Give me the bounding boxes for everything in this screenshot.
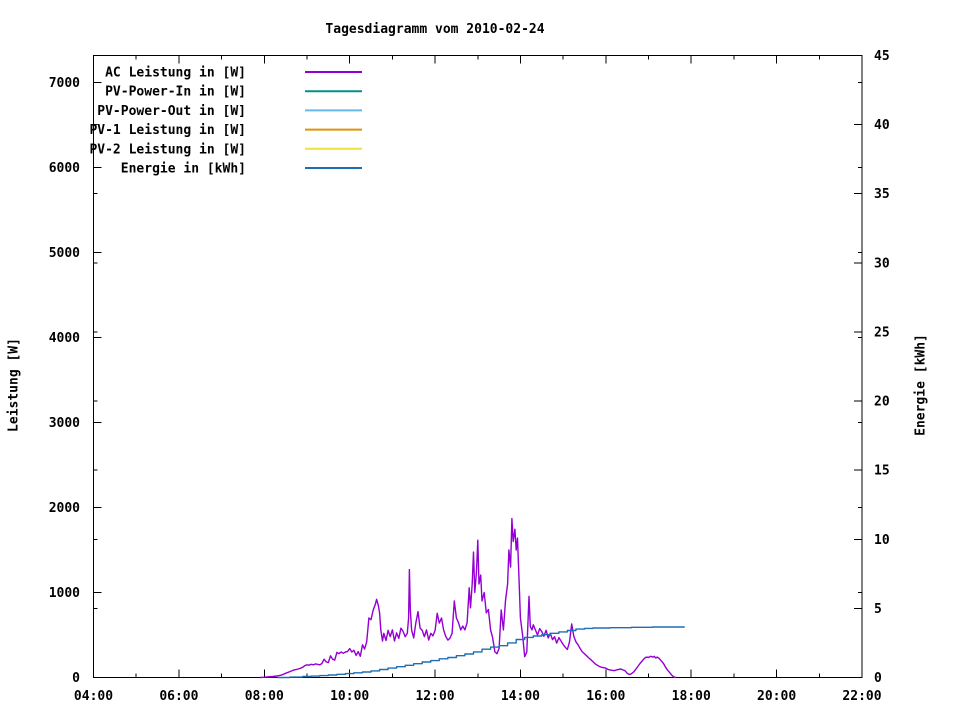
x-tick-label: 06:00	[159, 689, 198, 704]
x-tick-label: 22:00	[842, 689, 881, 704]
y1-tick-label: 6000	[49, 161, 80, 176]
legend-label: AC Leistung in [W]	[105, 66, 246, 81]
legend-label: PV-Power-Out in [W]	[97, 104, 246, 119]
x-tick-label: 12:00	[415, 689, 454, 704]
y2-tick-label: 5	[874, 602, 882, 617]
y1-tick-label: 2000	[49, 501, 80, 516]
chart-title: Tagesdiagramm vom 2010-02-24	[325, 22, 545, 37]
y2-axis-title: Energie [kWh]	[913, 334, 929, 436]
y2-tick-label: 15	[874, 464, 890, 479]
x-tick-label: 10:00	[330, 689, 369, 704]
y1-tick-label: 4000	[49, 331, 80, 346]
x-tick-label: 04:00	[74, 689, 113, 704]
legend-label: PV-Power-In in [W]	[105, 85, 246, 100]
series-ac-leistung-in-w	[259, 517, 677, 679]
legend-label: PV-1 Leistung in [W]	[89, 123, 246, 138]
x-axis-tick-labels: 04:00 06:00 08:00 10:00 12:00 14:00 16:00 18:00…	[74, 689, 882, 704]
y1-tick-label: 7000	[49, 76, 80, 91]
series-energie-in-kwh	[277, 626, 685, 679]
y1-axis-tick-labels: 0 1000 2000 3000 4000 5000 6000 7000	[49, 76, 80, 686]
x-tick-label: 08:00	[245, 689, 284, 704]
y1-axis-title: Leistung [W]	[6, 338, 22, 432]
x-tick-label: 14:00	[501, 689, 540, 704]
y2-tick-label: 20	[874, 395, 890, 410]
y2-axis-ticks	[93, 55, 862, 678]
x-tick-label: 20:00	[757, 689, 796, 704]
y1-tick-label: 3000	[49, 416, 80, 431]
x-tick-label: 18:00	[672, 689, 711, 704]
y2-tick-label: 25	[874, 325, 890, 340]
y2-tick-label: 35	[874, 187, 890, 202]
legend-label: Energie in [kWh]	[121, 162, 246, 177]
y1-tick-label: 1000	[49, 586, 80, 601]
legend: AC Leistung in [W] PV-Power-In in [W] PV-P…	[89, 66, 362, 177]
x-tick-label: 16:00	[586, 689, 625, 704]
y2-tick-label: 10	[874, 533, 890, 548]
y1-tick-label: 5000	[49, 246, 80, 261]
y2-axis-tick-labels: 0 5 10 15 20 25 30 35 40 45	[874, 49, 890, 686]
y1-tick-label: 0	[72, 671, 80, 686]
y2-tick-label: 45	[874, 49, 890, 64]
y2-tick-label: 30	[874, 256, 890, 271]
y2-tick-label: 40	[874, 118, 890, 133]
y2-tick-label: 0	[874, 671, 882, 686]
legend-label: PV-2 Leistung in [W]	[89, 142, 246, 157]
